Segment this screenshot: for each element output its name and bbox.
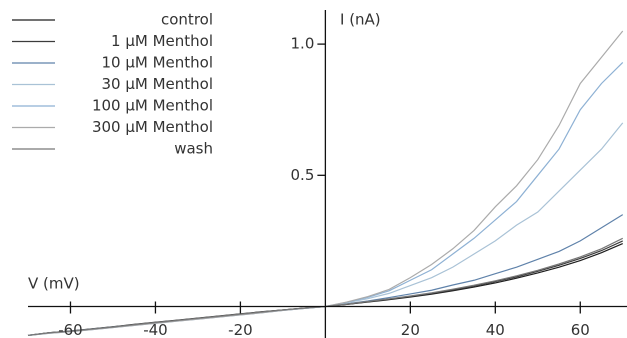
x-tick-label: 20 bbox=[401, 321, 420, 338]
y-axis-label: I (nA) bbox=[340, 11, 381, 29]
x-tick-label: -20 bbox=[228, 321, 253, 338]
x-tick-label: 60 bbox=[571, 321, 590, 338]
legend-label: 30 µM Menthol bbox=[101, 75, 213, 93]
x-tick-label: -60 bbox=[58, 321, 83, 338]
x-axis-label: V (mV) bbox=[28, 275, 80, 293]
x-tick-label: -40 bbox=[143, 321, 168, 338]
legend-label: 1 µM Menthol bbox=[111, 32, 213, 50]
legend-label: control bbox=[161, 11, 213, 29]
legend-label: 100 µM Menthol bbox=[92, 97, 213, 115]
legend-label: 10 µM Menthol bbox=[101, 54, 213, 72]
y-tick-label: 0.5 bbox=[291, 166, 315, 184]
x-tick-label: 40 bbox=[486, 321, 505, 338]
legend-label: 300 µM Menthol bbox=[92, 118, 213, 136]
y-tick-label: 1.0 bbox=[291, 35, 315, 53]
legend-label: wash bbox=[174, 140, 213, 158]
